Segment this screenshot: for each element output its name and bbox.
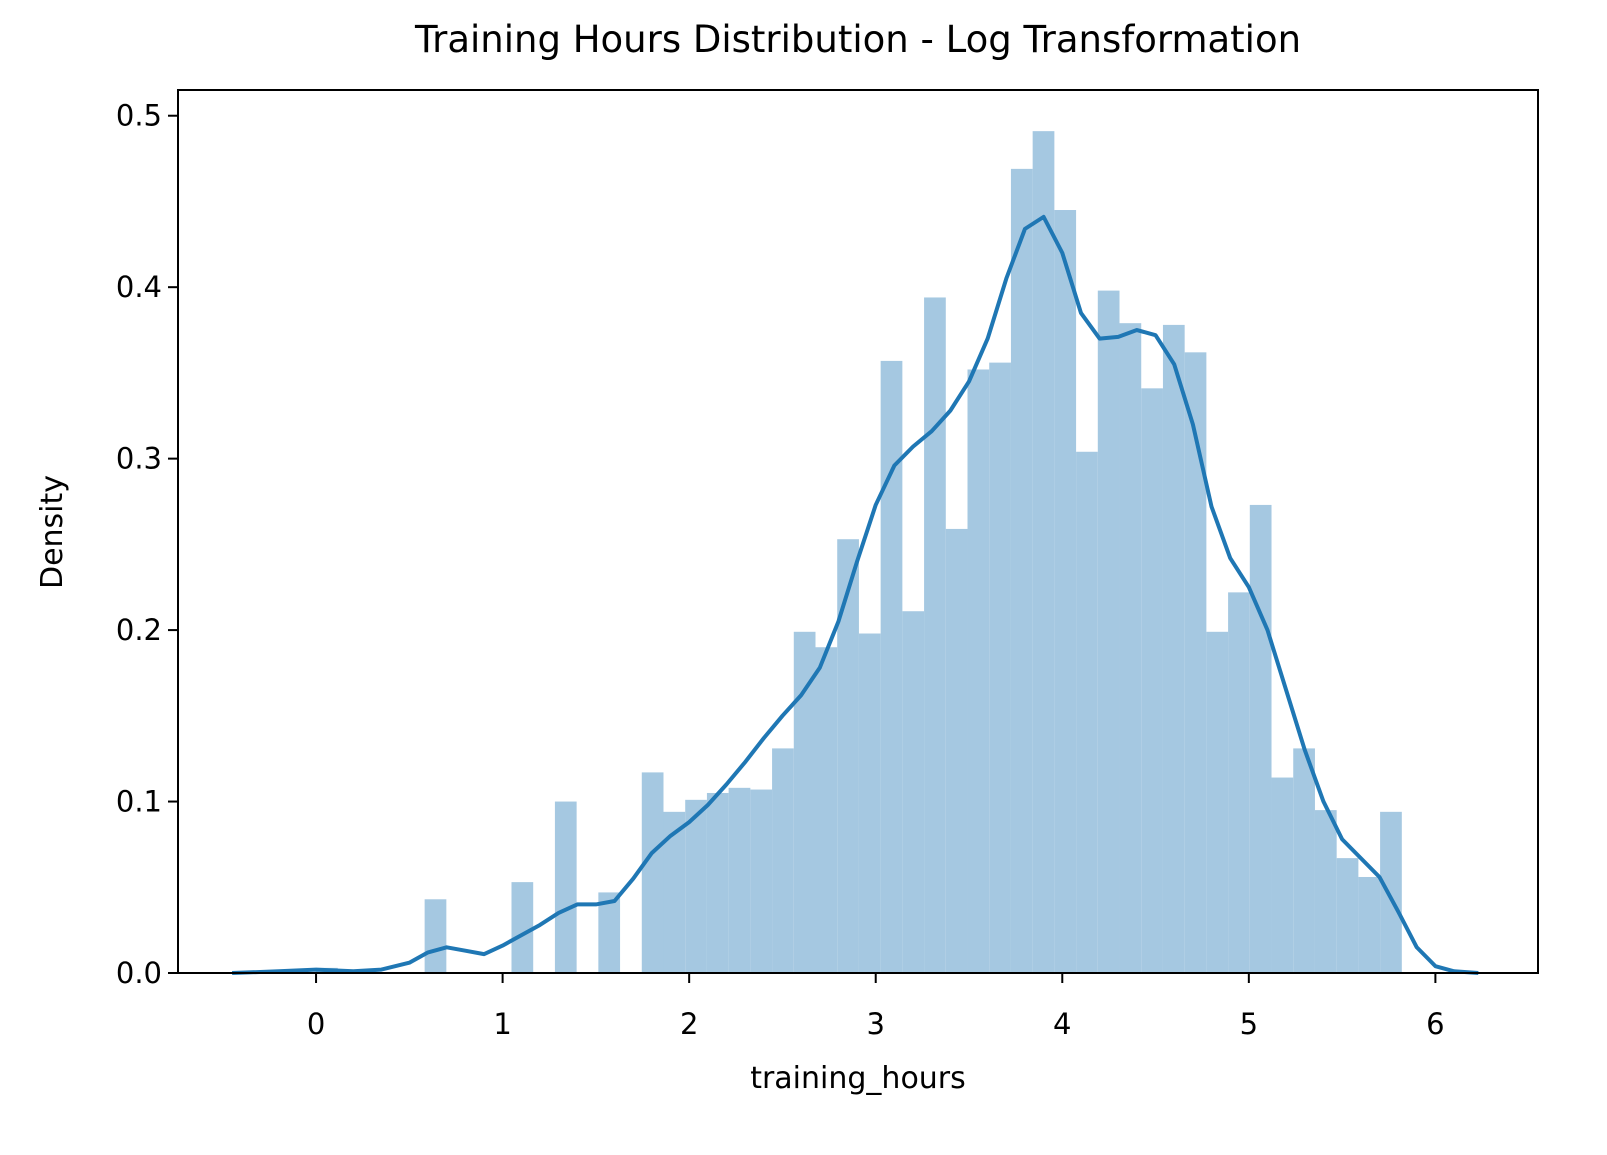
bar <box>1054 210 1077 974</box>
x-tick-label: 0 <box>307 1007 325 1041</box>
bar <box>728 787 751 973</box>
bar <box>989 362 1011 973</box>
bar <box>902 611 925 973</box>
bar <box>1141 388 1163 973</box>
bar <box>880 360 903 973</box>
bar <box>641 772 664 973</box>
bar <box>1336 858 1359 973</box>
bar <box>598 892 621 973</box>
bar <box>1162 324 1185 973</box>
bar <box>1271 777 1294 973</box>
x-tick-label: 1 <box>493 1007 511 1041</box>
bar <box>750 789 773 973</box>
bar <box>1184 352 1207 974</box>
x-axis-label: training_hours <box>750 1061 966 1096</box>
bar <box>772 748 794 973</box>
bar <box>1206 631 1229 973</box>
bar <box>1380 811 1402 973</box>
y-tick-label: 0.4 <box>116 270 162 304</box>
bar <box>1076 451 1098 973</box>
bar <box>511 882 534 973</box>
chart-title: Training Hours Distribution - Log Transf… <box>414 18 1301 61</box>
bar <box>685 799 707 973</box>
bar <box>1010 168 1033 974</box>
bar <box>858 633 881 973</box>
bar <box>1358 876 1381 973</box>
bar <box>1314 810 1337 973</box>
bar <box>706 792 729 973</box>
x-tick-label: 4 <box>1053 1007 1071 1041</box>
y-tick-label: 0.3 <box>116 442 162 476</box>
x-tick-label: 2 <box>680 1007 698 1041</box>
bar <box>815 647 838 973</box>
bar <box>1228 592 1250 973</box>
y-tick-label: 0.0 <box>116 956 162 990</box>
plot-frame <box>177 89 1539 974</box>
bar <box>554 801 577 973</box>
y-tick-label: 0.2 <box>116 613 162 647</box>
bar <box>967 369 990 974</box>
bar <box>837 539 859 973</box>
bar <box>1097 290 1120 973</box>
bar <box>1119 323 1142 974</box>
kde-line <box>232 214 1479 975</box>
y-tick-label: 0.5 <box>116 99 162 133</box>
bar <box>424 899 447 973</box>
y-tick-label: 0.1 <box>116 785 162 819</box>
x-tick-label: 5 <box>1240 1007 1258 1041</box>
y-axis-label: Density <box>35 475 70 589</box>
bar <box>945 528 968 973</box>
bar <box>1249 504 1272 973</box>
bar <box>793 631 816 973</box>
bar <box>1032 131 1055 973</box>
bar <box>663 811 686 973</box>
x-tick-label: 3 <box>866 1007 884 1041</box>
bar <box>1293 748 1315 973</box>
bar <box>924 297 946 973</box>
x-tick-label: 6 <box>1426 1007 1444 1041</box>
